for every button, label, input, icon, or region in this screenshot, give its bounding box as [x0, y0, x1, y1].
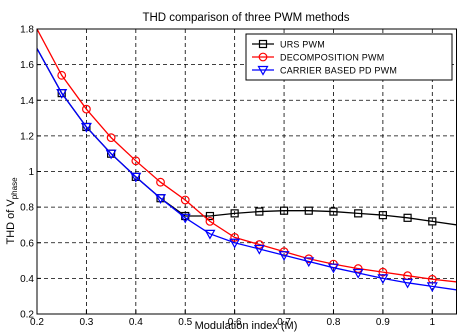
legend-marker [257, 65, 269, 76]
series-point [426, 282, 438, 293]
x-tick-label: 0.8 [327, 317, 341, 328]
y-tick-label: 1.2 [20, 131, 34, 142]
legend-entry: DECOMPOSITION PWM [252, 53, 384, 63]
series-point [130, 172, 142, 183]
series-point [205, 216, 215, 226]
chart-title: THD comparison of three PWM methods [142, 12, 349, 24]
series-point [403, 213, 412, 222]
x-tick-label: 0.2 [30, 317, 44, 328]
series-point [303, 257, 315, 268]
x-tick-label: 0.5 [178, 317, 192, 328]
series-point [56, 89, 68, 99]
series-point [106, 133, 116, 143]
x-axis-label: Modulation index (M) [195, 320, 298, 332]
series-3 [37, 48, 457, 293]
series-point [155, 194, 167, 204]
legend: URS PWM DECOMPOSITION PWM CARRIER BASED PD… [245, 33, 453, 81]
series-point [304, 206, 313, 215]
y-axis-label: THD of Vphase [5, 177, 19, 245]
series-point [329, 207, 338, 216]
series-point [327, 263, 339, 274]
series-point [377, 274, 389, 285]
series-point [378, 267, 388, 277]
y-axis-label-subscript: phase [10, 177, 19, 199]
y-axis-label-main: THD of V [5, 199, 17, 245]
y-tick-label: 0.8 [20, 203, 34, 214]
series-point [278, 251, 290, 261]
series-point [230, 233, 240, 242]
y-tick-label: 0.4 [20, 274, 34, 285]
series-point [253, 244, 265, 255]
axis-ticks: 0.2 0.3 0.4 0.5 0.6 0.7 0.8 0.9 1 0.2 0.4 0.6 0.8 1 1.… [20, 25, 435, 329]
legend-entry: CARRIER BASED PD PWM [252, 66, 397, 76]
series-point [179, 213, 191, 224]
legend-box [245, 33, 453, 81]
legend-label: URS PWM [280, 40, 325, 50]
series-point [180, 195, 190, 205]
legend-label: DECOMPOSITION PWM [280, 53, 384, 63]
y-tick-label: 1 [28, 167, 34, 178]
series-point [255, 207, 264, 216]
series-point [156, 177, 165, 187]
series-point [205, 211, 215, 221]
series-point [378, 211, 387, 220]
series-point [352, 268, 364, 279]
series-line [37, 48, 457, 291]
y-tick-label: 1.8 [20, 25, 34, 36]
legend-marker [258, 39, 268, 49]
x-tick-label: 0.7 [277, 317, 291, 328]
series-layer [37, 29, 457, 293]
legend-entry: URS PWM [252, 40, 325, 50]
series-point [57, 70, 67, 80]
series-point [279, 206, 289, 215]
series-point [204, 229, 216, 240]
series-point [402, 278, 414, 289]
y-tick-label: 1.6 [20, 60, 34, 71]
x-tick-label: 0.4 [129, 317, 143, 328]
grid-lines [37, 29, 457, 314]
x-tick-label: 0.6 [228, 317, 242, 328]
y-tick-label: 1.4 [20, 96, 34, 107]
legend-marker [258, 52, 268, 62]
series-point [354, 209, 363, 218]
series-point [428, 217, 437, 226]
x-tick-label: 0.3 [79, 317, 93, 328]
series-point [105, 149, 117, 160]
series-point [131, 156, 141, 166]
y-tick-label: 0.2 [20, 310, 34, 321]
y-tick-label: 0.6 [20, 238, 34, 249]
x-tick-label: 0.9 [376, 317, 390, 328]
series-point [82, 104, 91, 114]
legend-label: CARRIER BASED PD PWM [280, 66, 397, 76]
series-point [229, 238, 241, 249]
x-tick-label: 1 [430, 317, 436, 328]
series-point [230, 209, 239, 218]
series-point [80, 122, 92, 133]
